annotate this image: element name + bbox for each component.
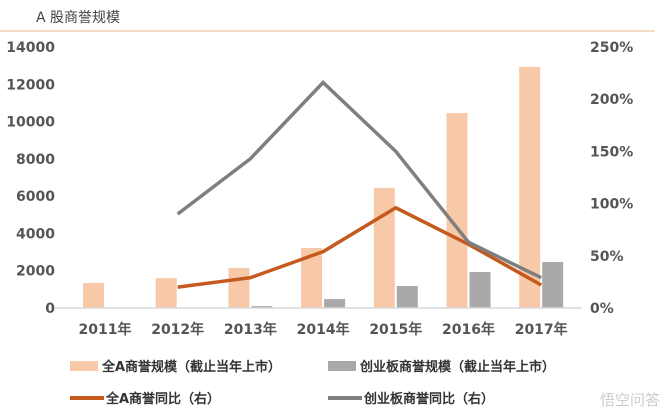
bar-all-a [373, 187, 395, 308]
watermark: 悟空问答 [600, 391, 660, 409]
x-axis-tick: 2016年 [442, 321, 495, 338]
x-axis-tick: 2017年 [515, 321, 568, 338]
left-axis-tick: 4000 [16, 226, 55, 242]
bar-chinext [469, 272, 491, 308]
line-all-a-yoy [177, 205, 543, 289]
x-axis-tick: 2014年 [297, 321, 350, 338]
bar-chinext [324, 299, 346, 308]
bar-all-a [228, 267, 250, 308]
x-axis-tick: 2012年 [151, 321, 204, 338]
left-axis-tick: 6000 [16, 189, 55, 205]
x-axis-tick: 2015年 [369, 321, 422, 338]
left-axis-tick: 10000 [6, 115, 55, 131]
left-axis-tick: 14000 [6, 40, 55, 56]
right-axis-tick: 50% [590, 249, 624, 265]
x-axis-tick: 2013年 [224, 321, 277, 338]
left-axis-tick: 0 [45, 301, 55, 317]
bar-chinext [542, 261, 564, 308]
bar-chinext [251, 306, 273, 308]
right-axis-tick: 100% [590, 197, 633, 213]
right-axis-tick: 200% [590, 92, 633, 108]
x-axis-tick: 2011年 [79, 321, 132, 338]
right-axis-tick: 0% [590, 301, 614, 317]
right-axis-tick: 150% [590, 144, 633, 160]
bar-chinext [396, 286, 418, 308]
legend-label: 创业板商誉同比（右） [363, 391, 494, 407]
bar-all-a [155, 278, 177, 308]
left-axis-tick: 8000 [16, 152, 55, 168]
legend-label: 全A商誉同比（右） [105, 391, 220, 407]
bar-all-a [83, 283, 104, 308]
bar-all-a [446, 112, 468, 308]
legend-label: 创业板商誉规模（截止当年上市） [359, 359, 555, 375]
right-axis-tick: 250% [590, 40, 633, 56]
left-axis-tick: 2000 [16, 264, 55, 280]
line-chinext-yoy [176, 80, 542, 280]
chart-title: A 股商誉规模 [36, 10, 120, 26]
bar-all-a [519, 66, 541, 308]
legend-swatch [70, 361, 98, 371]
left-axis-tick: 12000 [6, 77, 55, 93]
legend-label: 全A商誉规模（截止当年上市） [101, 359, 281, 375]
legend-swatch [328, 361, 356, 371]
bar-all-a [301, 247, 323, 308]
